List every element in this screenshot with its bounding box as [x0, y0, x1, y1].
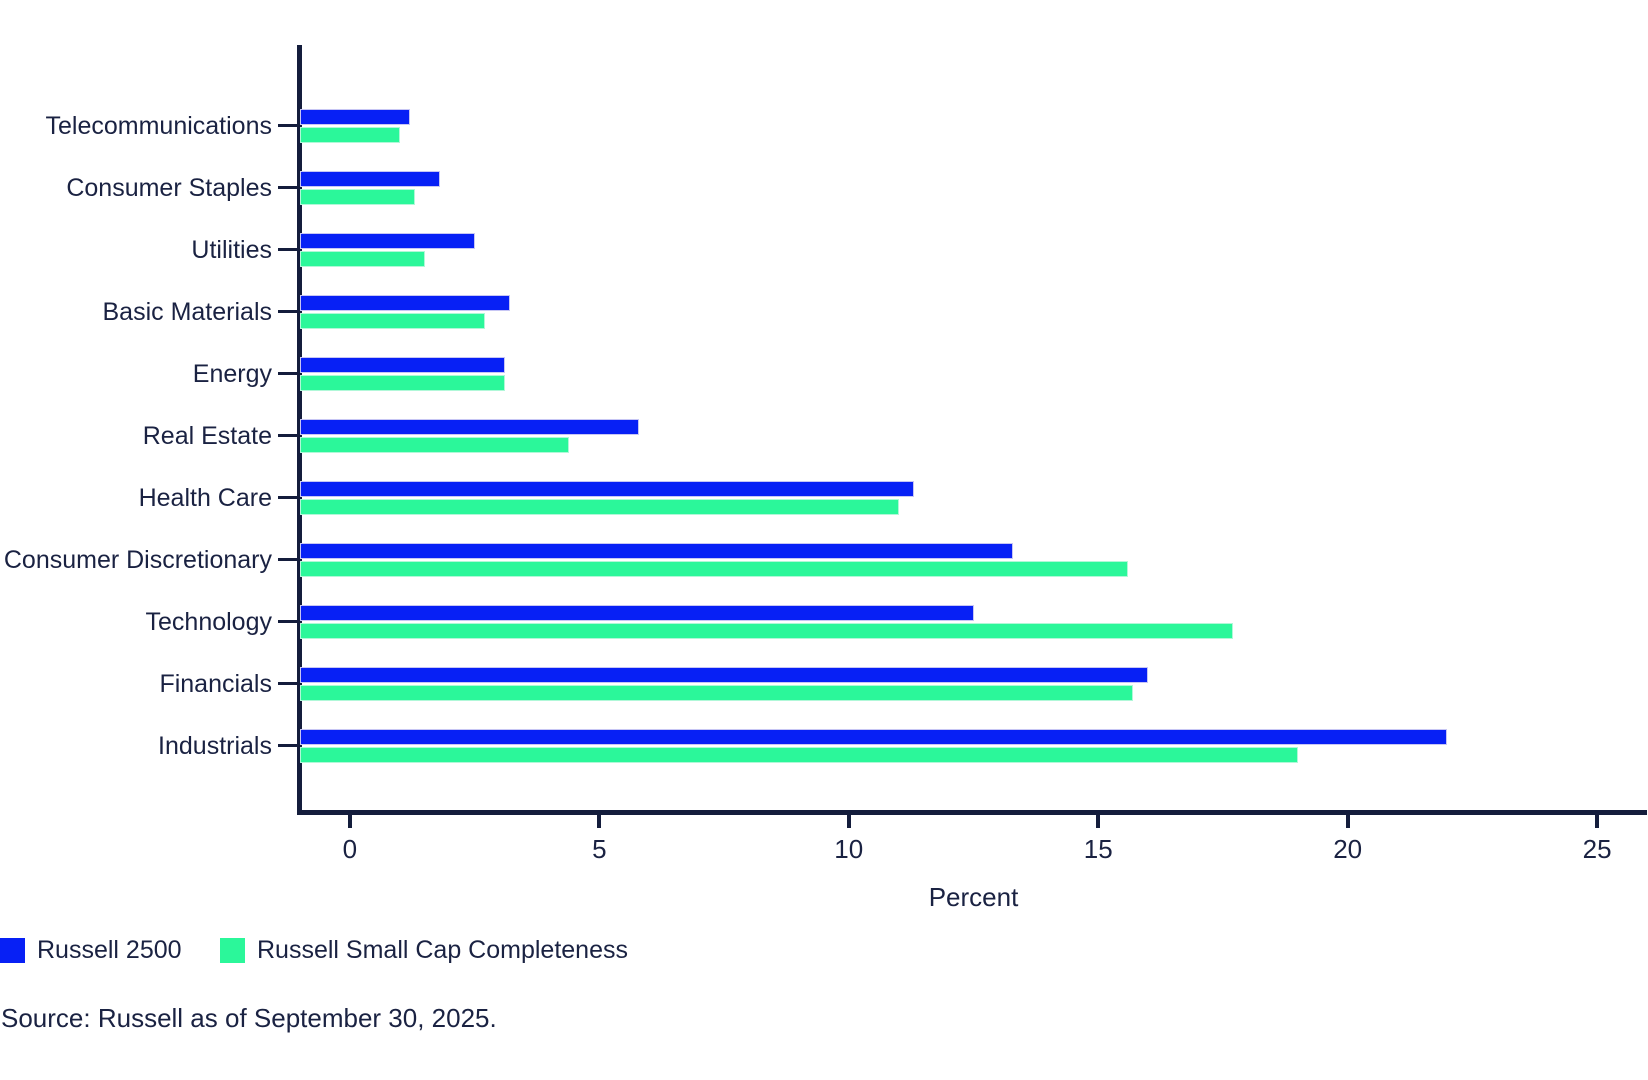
bar: [300, 729, 1447, 745]
bar: [300, 295, 510, 311]
bar: [300, 233, 475, 249]
x-axis-tick: [1595, 815, 1600, 828]
bar: [300, 357, 505, 373]
bar: [300, 605, 974, 621]
bar: [300, 109, 410, 125]
bar: [300, 747, 1298, 763]
x-axis-tick-label: 15: [1083, 834, 1113, 864]
bar: [300, 437, 569, 453]
y-axis-tick: [278, 434, 301, 437]
category-label: Industrials: [158, 732, 272, 760]
y-axis-tick: [278, 620, 301, 623]
legend-label: Russell Small Cap Completeness: [257, 936, 628, 964]
bar: [300, 189, 415, 205]
bar: [300, 419, 639, 435]
x-axis-line: [297, 810, 1647, 815]
y-axis-tick: [278, 744, 301, 747]
x-axis-tick-label: 10: [834, 834, 864, 864]
y-axis-tick: [278, 682, 301, 685]
category-label: Utilities: [191, 236, 272, 264]
y-axis-line: [297, 45, 302, 815]
legend-label: Russell 2500: [37, 936, 182, 964]
y-axis-tick: [278, 186, 301, 189]
category-label: Consumer Staples: [66, 174, 272, 202]
bar: [300, 561, 1128, 577]
bar: [300, 171, 440, 187]
y-axis-tick: [278, 310, 301, 313]
category-label: Financials: [159, 670, 272, 698]
x-axis-tick: [597, 815, 602, 828]
legend-item-russell-2500: Russell 2500: [0, 936, 182, 965]
x-axis-tick: [846, 815, 851, 828]
bar: [300, 127, 400, 143]
category-label: Energy: [192, 360, 272, 388]
bar: [300, 375, 505, 391]
y-axis-tick: [278, 248, 301, 251]
category-label: Consumer Discretionary: [3, 546, 272, 574]
legend-swatch-russell-2500: [0, 938, 25, 963]
category-label: Telecommunications: [45, 112, 273, 140]
x-axis-tick-label: 5: [592, 834, 607, 864]
x-axis-tick-label: 0: [342, 834, 358, 864]
x-axis-tick: [1345, 815, 1350, 828]
y-axis-tick: [278, 124, 301, 127]
x-axis-tick: [347, 815, 352, 828]
category-label: Health Care: [138, 484, 272, 512]
legend-item-small-cap-completeness: Russell Small Cap Completeness: [220, 936, 628, 965]
y-axis-tick: [278, 558, 301, 561]
y-axis-tick: [278, 496, 301, 499]
x-axis-title: Percent: [928, 882, 1019, 912]
bar: [300, 667, 1148, 683]
bar: [300, 685, 1133, 701]
bar: [300, 499, 899, 515]
x-axis-tick-label: 20: [1333, 834, 1363, 864]
x-axis-tick: [1096, 815, 1101, 828]
legend-swatch-small-cap-completeness: [220, 938, 245, 963]
bar: [300, 481, 914, 497]
source-note: Source: Russell as of September 30, 2025…: [1, 1003, 497, 1033]
category-label: Real Estate: [142, 422, 272, 450]
bar: [300, 251, 425, 267]
y-axis-tick: [278, 372, 301, 375]
x-axis-tick-label: 25: [1582, 834, 1612, 864]
bar: [300, 543, 1013, 559]
category-label: Basic Materials: [102, 298, 273, 326]
bar: [300, 623, 1233, 639]
bar: [300, 313, 485, 329]
category-label: Technology: [145, 608, 272, 636]
